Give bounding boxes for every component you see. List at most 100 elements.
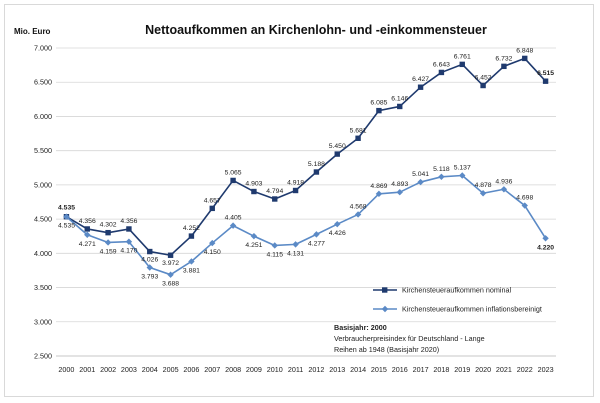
data-label-nominal: 4.356	[79, 218, 96, 225]
legend-label-nominal: Kirchensteueraufkommen nominal	[402, 286, 511, 295]
data-point-nominal	[438, 69, 445, 76]
data-point-nominal	[501, 63, 507, 70]
data-label-inflation: 4.277	[308, 240, 325, 247]
data-label-inflation: 4.159	[100, 248, 117, 255]
x-tick-label: 2008	[225, 365, 241, 374]
y-tick-label: 4.000	[34, 249, 52, 258]
data-point-nominal	[376, 107, 382, 114]
data-point-inflation	[375, 190, 383, 198]
data-label-inflation: 4.893	[391, 181, 408, 188]
x-tick-label: 2020	[475, 365, 491, 374]
data-label-nominal: 6.732	[495, 55, 512, 62]
note-source-line2: Reihen ab 1948 (Basisjahr 2020)	[334, 345, 439, 354]
data-label-nominal: 6.427	[412, 76, 429, 83]
x-tick-label: 2009	[246, 365, 262, 374]
data-label-inflation: 4.115	[266, 251, 283, 258]
chart-frame	[4, 4, 594, 397]
series-group	[63, 55, 549, 278]
legend-marker-nominal	[382, 287, 388, 293]
data-label-inflation: 4.426	[329, 230, 346, 237]
data-point-inflation	[542, 235, 549, 242]
x-tick-label: 2000	[58, 365, 74, 374]
x-tick-label: 2018	[433, 365, 449, 374]
legend-marker-inflation	[381, 305, 389, 313]
data-point-nominal	[230, 177, 236, 184]
data-label-nominal: 4.535	[58, 205, 75, 212]
note-source-line1: Verbraucherpreisindex für Deutschland - …	[334, 334, 485, 343]
y-tick-label: 2.500	[34, 352, 52, 361]
data-point-inflation	[104, 239, 112, 246]
data-label-nominal: 5.065	[225, 169, 242, 176]
data-label-nominal: 6.085	[370, 100, 387, 107]
data-point-inflation	[479, 190, 487, 197]
data-point-nominal	[417, 84, 424, 90]
x-tick-label: 2007	[204, 365, 220, 374]
data-label-inflation: 3.793	[141, 274, 158, 281]
data-label-inflation: 4.568	[350, 203, 367, 210]
data-label-nominal: 6.515	[537, 70, 554, 77]
data-label-inflation: 4.535	[58, 223, 75, 230]
data-label-nominal: 5.450	[329, 143, 346, 150]
data-label-inflation: 4.271	[79, 241, 96, 248]
data-point-nominal	[167, 252, 174, 258]
data-point-nominal	[251, 188, 257, 195]
data-point-inflation	[438, 173, 445, 181]
data-point-nominal	[480, 82, 486, 89]
data-point-nominal	[355, 135, 361, 141]
y-tick-label: 3.500	[34, 283, 52, 292]
data-point-inflation	[209, 239, 216, 247]
data-label-nominal: 6.643	[433, 61, 450, 68]
data-label-nominal: 4.794	[266, 188, 283, 195]
x-tick-label: 2023	[538, 365, 554, 374]
data-point-nominal	[84, 226, 90, 232]
data-point-inflation	[146, 264, 153, 271]
legend: Kirchensteueraufkommen nominal Kirchenst…	[373, 286, 542, 314]
data-label-nominal: 4.356	[120, 218, 137, 225]
series-line-nominal	[66, 57, 547, 257]
y-tick-label: 4.500	[34, 215, 52, 224]
data-point-nominal	[522, 55, 528, 62]
x-tick-label: 2016	[392, 365, 408, 374]
data-point-nominal	[209, 205, 215, 212]
data-point-inflation	[292, 241, 299, 248]
data-label-inflation: 4.220	[537, 244, 554, 251]
data-point-inflation	[459, 172, 466, 179]
data-point-inflation	[521, 202, 528, 209]
x-tick-label: 2001	[79, 365, 95, 374]
data-point-nominal	[313, 169, 320, 175]
data-point-inflation	[188, 258, 195, 265]
data-label-inflation: 4.698	[516, 195, 533, 202]
data-label-inflation: 4.170	[120, 248, 137, 255]
data-label-inflation: 5.137	[454, 165, 471, 172]
data-point-inflation	[229, 222, 237, 229]
unit-label: Mio. Euro	[14, 27, 51, 36]
notes: Basisjahr: 2000 Verbraucherpreisindex fü…	[334, 323, 485, 354]
y-tick-label: 5.000	[34, 180, 52, 189]
data-label-nominal: 4.026	[141, 257, 158, 264]
data-point-inflation	[271, 242, 278, 249]
data-label-inflation: 4.869	[370, 183, 387, 190]
chart-title: Nettoaufkommen an Kirchenlohn- und -eink…	[145, 23, 487, 37]
data-label-inflation: 4.251	[245, 242, 262, 249]
data-point-inflation	[334, 220, 341, 228]
x-tick-label: 2017	[413, 365, 429, 374]
data-point-inflation	[500, 186, 508, 193]
x-tick-label: 2021	[496, 365, 512, 374]
y-tick-label: 5.500	[34, 146, 52, 155]
x-axis: 2000 2001 2002 2003 2004 2005 2006 2007 2008 2009…	[56, 355, 556, 374]
x-tick-label: 2011	[288, 365, 303, 374]
data-label-inflation: 3.688	[162, 281, 179, 288]
y-tick-label: 6.000	[34, 112, 52, 121]
data-label-inflation: 4.131	[287, 250, 304, 257]
data-point-inflation	[313, 231, 320, 238]
data-point-inflation	[125, 238, 133, 245]
y-tick-label: 7.000	[34, 44, 52, 53]
x-tick-label: 2022	[517, 365, 533, 374]
data-point-inflation	[167, 271, 174, 278]
data-point-nominal	[397, 103, 403, 110]
x-tick-label: 2013	[329, 365, 345, 374]
data-point-nominal	[459, 61, 465, 68]
data-label-nominal: 6.146	[391, 95, 408, 102]
x-tick-label: 2012	[308, 365, 324, 374]
